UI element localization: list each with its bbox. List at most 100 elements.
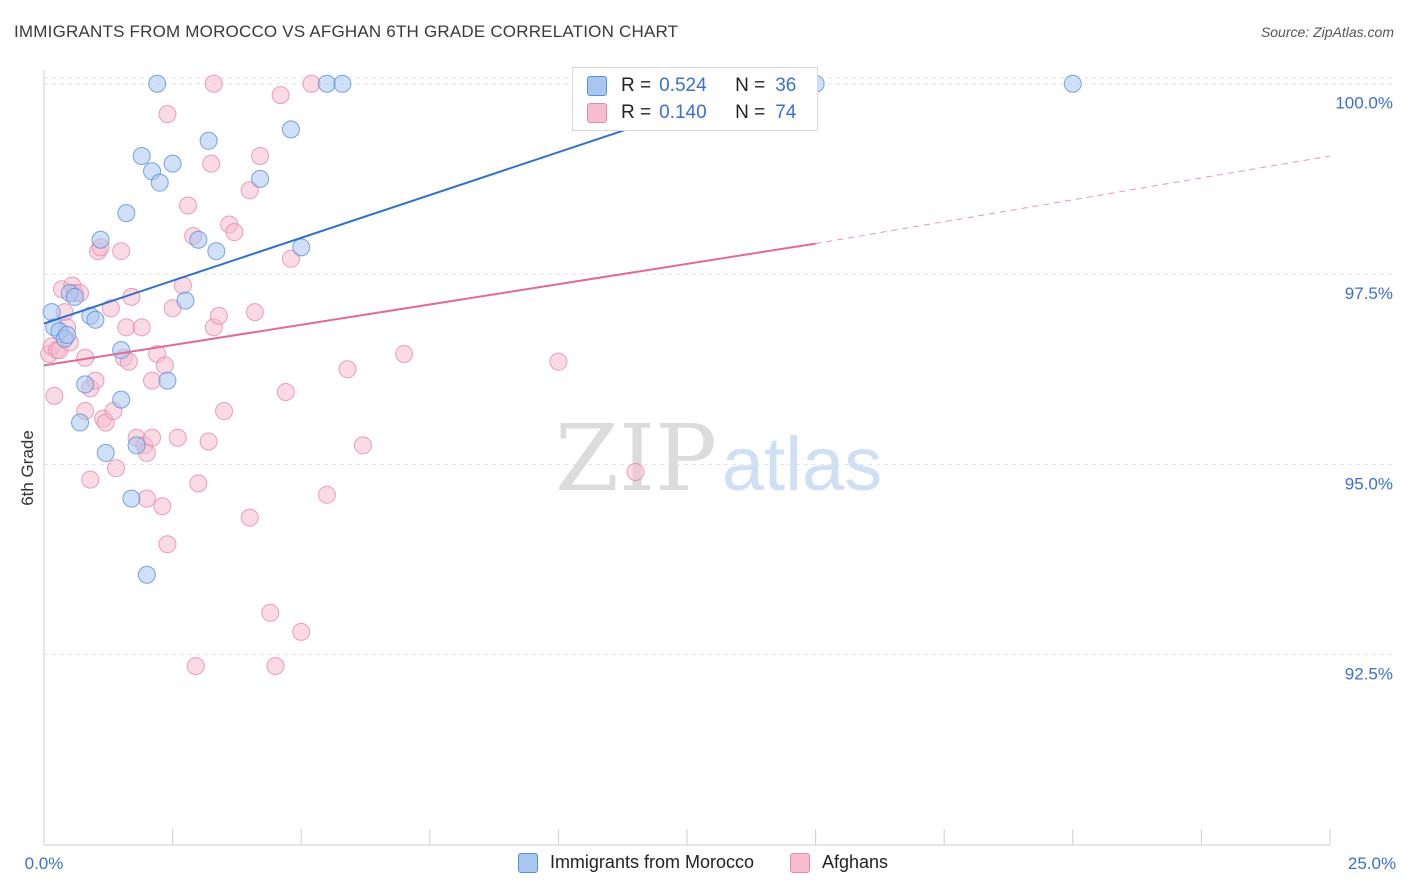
x-tick-label-max: 25.0% xyxy=(1348,854,1396,873)
legend-n-label: N = xyxy=(735,102,766,123)
legend-r-value-morocco: 0.524 xyxy=(659,75,707,96)
point-morocco xyxy=(122,489,141,508)
point-afghans xyxy=(153,497,172,516)
point-afghans xyxy=(186,657,205,676)
point-afghans xyxy=(179,196,198,215)
point-morocco xyxy=(148,74,167,93)
point-afghans xyxy=(112,242,131,261)
point-afghans xyxy=(143,428,162,447)
point-afghans xyxy=(240,181,259,200)
point-afghans xyxy=(107,459,126,478)
point-afghans xyxy=(101,299,120,318)
trend-line-afghans xyxy=(43,242,816,367)
point-afghans xyxy=(204,74,223,93)
legend-swatch-morocco xyxy=(587,76,607,96)
chart-title: IMMIGRANTS FROM MOROCCO VS AFGHAN 6TH GR… xyxy=(14,22,679,41)
point-morocco xyxy=(127,436,146,455)
legend-n-value-afghans: 74 xyxy=(775,102,797,123)
point-afghans xyxy=(158,105,177,124)
legend-row-morocco: R = 0.524 N = 36 xyxy=(587,74,796,98)
tick-labels: 92.5% 95.0% 97.5% 100.0% 0.0% 25.0% xyxy=(25,94,1396,873)
point-afghans xyxy=(292,622,311,641)
legend-item-afghans[interactable]: Afghans xyxy=(789,852,889,873)
legend-r-value-afghans: 0.140 xyxy=(659,102,707,123)
point-morocco xyxy=(189,230,208,249)
point-morocco xyxy=(112,341,131,360)
point-afghans xyxy=(626,462,645,481)
point-morocco xyxy=(71,413,90,432)
point-afghans xyxy=(209,306,228,325)
point-afghans xyxy=(202,154,221,173)
point-afghans xyxy=(225,223,244,242)
point-afghans xyxy=(266,657,285,676)
point-afghans xyxy=(317,485,336,504)
legend-r-label: R = xyxy=(621,102,652,123)
legend-row-afghans: R = 0.140 N = 74 xyxy=(587,101,796,125)
watermark-zip: ZIP xyxy=(555,405,717,512)
series-legend: Immigrants from Morocco Afghans xyxy=(0,852,1406,873)
point-afghans xyxy=(549,352,568,371)
y-tick-label: 92.5% xyxy=(1345,665,1393,684)
y-tick-label: 95.0% xyxy=(1345,474,1393,493)
point-morocco xyxy=(65,287,84,306)
point-afghans xyxy=(168,428,187,447)
point-afghans xyxy=(240,508,259,527)
point-afghans xyxy=(302,74,321,93)
point-morocco xyxy=(281,120,300,139)
point-morocco xyxy=(137,565,156,584)
point-morocco xyxy=(112,390,131,409)
point-morocco xyxy=(132,147,151,166)
point-afghans xyxy=(132,318,151,337)
point-morocco xyxy=(317,74,336,93)
point-morocco xyxy=(86,310,105,329)
point-afghans xyxy=(45,386,64,405)
point-morocco xyxy=(58,325,77,344)
trend-line-afghans-extension xyxy=(815,155,1331,245)
legend-swatch-afghans xyxy=(587,103,607,123)
point-afghans xyxy=(81,470,100,489)
point-morocco xyxy=(1063,74,1082,93)
watermark: ZIP atlas xyxy=(555,405,882,512)
point-morocco xyxy=(150,173,169,192)
point-afghans xyxy=(158,535,177,554)
series-morocco xyxy=(42,74,1082,584)
point-morocco xyxy=(292,238,311,257)
legend-item-morocco[interactable]: Immigrants from Morocco xyxy=(517,852,754,873)
point-morocco xyxy=(117,204,136,223)
legend-swatch-morocco xyxy=(517,852,538,873)
point-afghans xyxy=(281,249,300,268)
point-afghans xyxy=(189,474,208,493)
y-axis-label: 6th Grade xyxy=(18,430,37,506)
legend-n-value-morocco: 36 xyxy=(775,75,797,96)
point-afghans xyxy=(395,344,414,363)
watermark-atlas: atlas xyxy=(722,422,883,507)
legend-label-afghans: Afghans xyxy=(821,852,889,872)
y-tick-label: 100.0% xyxy=(1335,94,1393,113)
point-morocco xyxy=(176,291,195,310)
point-afghans xyxy=(251,147,270,166)
point-morocco xyxy=(251,169,270,188)
point-afghans xyxy=(117,318,136,337)
point-morocco xyxy=(96,443,115,462)
point-afghans xyxy=(137,489,156,508)
legend-swatch-afghans xyxy=(789,852,810,873)
point-morocco xyxy=(199,131,218,150)
point-morocco xyxy=(76,375,95,394)
point-afghans xyxy=(261,603,280,622)
y-tick-label: 97.5% xyxy=(1345,284,1393,303)
x-tick-label-min: 0.0% xyxy=(25,854,64,873)
point-afghans xyxy=(245,303,264,322)
point-morocco xyxy=(91,230,110,249)
point-afghans xyxy=(199,432,218,451)
point-morocco xyxy=(207,242,226,261)
source-label: Source: ZipAtlas.com xyxy=(1260,24,1394,40)
legend-n-label: N = xyxy=(735,75,766,96)
point-morocco xyxy=(163,154,182,173)
legend-r-label: R = xyxy=(621,75,652,96)
point-afghans xyxy=(143,371,162,390)
point-afghans xyxy=(276,383,295,402)
point-morocco xyxy=(158,371,177,390)
series-afghans xyxy=(40,74,722,676)
point-afghans xyxy=(353,436,372,455)
